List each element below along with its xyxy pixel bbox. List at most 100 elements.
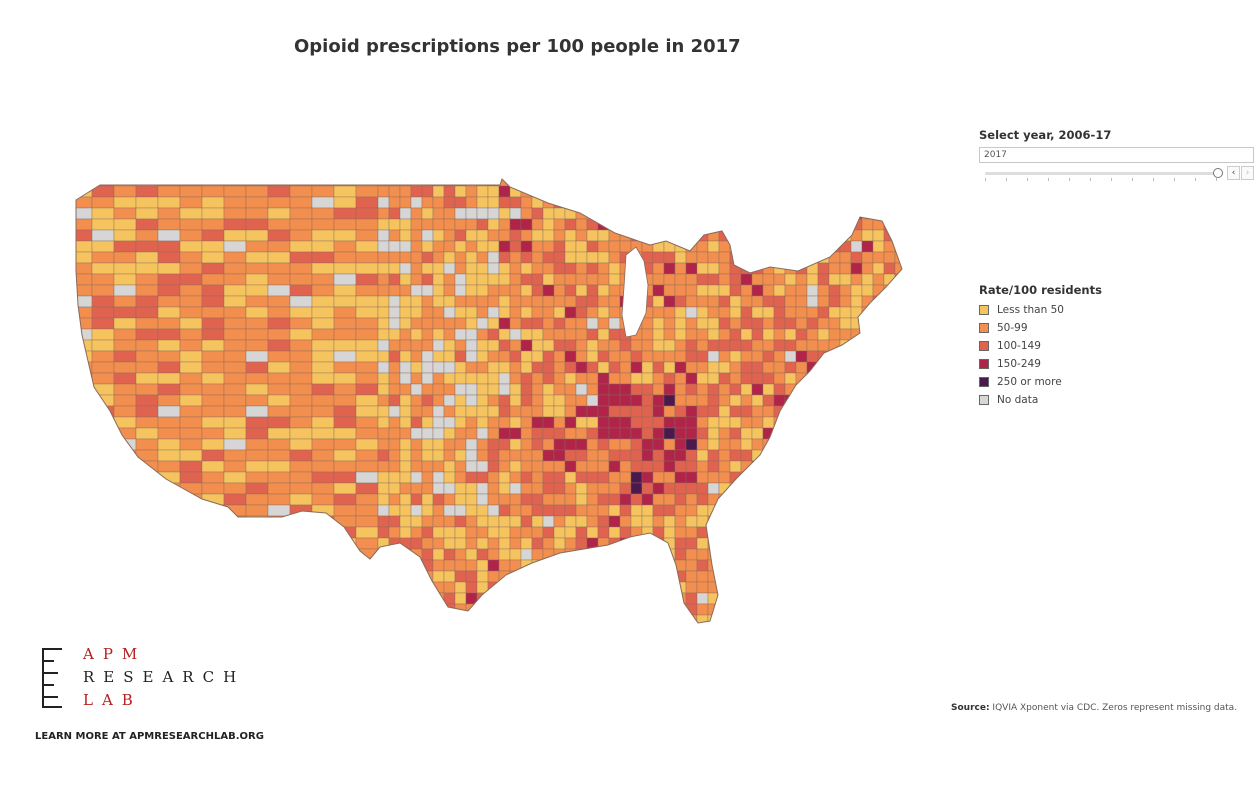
county-cell[interactable] bbox=[223, 251, 247, 264]
county-cell[interactable] bbox=[377, 504, 390, 517]
county-cell[interactable] bbox=[784, 240, 797, 253]
county-cell[interactable] bbox=[421, 196, 434, 209]
county-cell[interactable] bbox=[674, 416, 687, 429]
county-cell[interactable] bbox=[773, 482, 786, 495]
county-cell[interactable] bbox=[718, 438, 731, 451]
county-cell[interactable] bbox=[619, 361, 632, 374]
county-cell[interactable] bbox=[817, 262, 830, 275]
county-cell[interactable] bbox=[696, 295, 709, 308]
county-cell[interactable] bbox=[784, 416, 797, 429]
county-cell[interactable] bbox=[729, 570, 742, 583]
county-cell[interactable] bbox=[883, 240, 896, 253]
county-cell[interactable] bbox=[432, 559, 445, 572]
county-cell[interactable] bbox=[685, 175, 698, 187]
county-cell[interactable] bbox=[751, 372, 764, 385]
county-cell[interactable] bbox=[586, 383, 599, 396]
county-cell[interactable] bbox=[641, 603, 654, 616]
county-cell[interactable] bbox=[620, 626, 631, 630]
county-cell[interactable] bbox=[575, 273, 588, 286]
county-cell[interactable] bbox=[520, 515, 533, 528]
county-cell[interactable] bbox=[113, 284, 137, 297]
county-cell[interactable] bbox=[652, 614, 665, 626]
county-cell[interactable] bbox=[652, 185, 665, 198]
county-cell[interactable] bbox=[333, 372, 357, 385]
county-cell[interactable] bbox=[542, 515, 555, 528]
county-cell[interactable] bbox=[553, 317, 566, 330]
county-cell[interactable] bbox=[652, 306, 665, 319]
county-cell[interactable] bbox=[465, 405, 478, 418]
county-cell[interactable] bbox=[542, 537, 555, 550]
county-cell[interactable] bbox=[762, 504, 775, 517]
county-cell[interactable] bbox=[135, 581, 159, 594]
county-cell[interactable] bbox=[399, 482, 412, 495]
county-cell[interactable] bbox=[674, 218, 687, 231]
county-cell[interactable] bbox=[751, 537, 764, 550]
county-cell[interactable] bbox=[399, 317, 412, 330]
county-cell[interactable] bbox=[135, 548, 159, 561]
county-cell[interactable] bbox=[267, 416, 291, 429]
county-cell[interactable] bbox=[806, 251, 819, 264]
county-cell[interactable] bbox=[850, 614, 863, 626]
county-cell[interactable] bbox=[807, 626, 818, 630]
county-cell[interactable] bbox=[542, 207, 555, 220]
county-cell[interactable] bbox=[806, 284, 819, 297]
county-cell[interactable] bbox=[179, 372, 203, 385]
county-cell[interactable] bbox=[443, 449, 456, 462]
county-cell[interactable] bbox=[751, 603, 764, 616]
county-cell[interactable] bbox=[872, 526, 885, 539]
county-cell[interactable] bbox=[718, 614, 731, 626]
county-cell[interactable] bbox=[685, 438, 698, 451]
county-cell[interactable] bbox=[245, 526, 269, 539]
county-cell[interactable] bbox=[135, 427, 159, 440]
county-cell[interactable] bbox=[355, 251, 379, 264]
county-cell[interactable] bbox=[432, 284, 445, 297]
county-cell[interactable] bbox=[861, 548, 874, 561]
county-cell[interactable] bbox=[114, 626, 136, 630]
county-cell[interactable] bbox=[817, 614, 830, 626]
county-cell[interactable] bbox=[906, 296, 910, 307]
county-cell[interactable] bbox=[894, 592, 906, 605]
county-cell[interactable] bbox=[597, 581, 610, 594]
county-cell[interactable] bbox=[619, 372, 632, 385]
county-cell[interactable] bbox=[70, 218, 93, 231]
county-cell[interactable] bbox=[806, 504, 819, 517]
county-cell[interactable] bbox=[773, 427, 786, 440]
county-cell[interactable] bbox=[586, 427, 599, 440]
county-cell[interactable] bbox=[850, 229, 863, 242]
county-cell[interactable] bbox=[619, 438, 632, 451]
county-cell[interactable] bbox=[388, 240, 401, 253]
county-cell[interactable] bbox=[201, 449, 225, 462]
county-cell[interactable] bbox=[586, 614, 599, 626]
county-cell[interactable] bbox=[542, 229, 555, 242]
county-cell[interactable] bbox=[476, 427, 489, 440]
county-cell[interactable] bbox=[575, 185, 588, 198]
county-cell[interactable] bbox=[245, 394, 269, 407]
county-cell[interactable] bbox=[465, 416, 478, 429]
county-cell[interactable] bbox=[663, 273, 676, 286]
county-cell[interactable] bbox=[432, 262, 445, 275]
county-cell[interactable] bbox=[894, 526, 906, 539]
county-cell[interactable] bbox=[289, 559, 313, 572]
county-cell[interactable] bbox=[70, 526, 93, 539]
county-cell[interactable] bbox=[652, 449, 665, 462]
county-cell[interactable] bbox=[355, 240, 379, 253]
county-cell[interactable] bbox=[872, 317, 885, 330]
county-cell[interactable] bbox=[553, 526, 566, 539]
county-cell[interactable] bbox=[894, 295, 906, 308]
county-cell[interactable] bbox=[608, 306, 621, 319]
county-cell[interactable] bbox=[586, 515, 599, 528]
county-cell[interactable] bbox=[476, 449, 489, 462]
county-cell[interactable] bbox=[542, 581, 555, 594]
county-cell[interactable] bbox=[377, 570, 390, 583]
county-cell[interactable] bbox=[487, 240, 500, 253]
county-cell[interactable] bbox=[410, 471, 423, 484]
county-cell[interactable] bbox=[608, 471, 621, 484]
county-cell[interactable] bbox=[751, 383, 764, 396]
county-cell[interactable] bbox=[91, 416, 115, 429]
county-cell[interactable] bbox=[850, 416, 863, 429]
county-cell[interactable] bbox=[718, 515, 731, 528]
county-cell[interactable] bbox=[388, 471, 401, 484]
county-cell[interactable] bbox=[641, 361, 654, 374]
county-cell[interactable] bbox=[487, 317, 500, 330]
county-cell[interactable] bbox=[850, 295, 863, 308]
